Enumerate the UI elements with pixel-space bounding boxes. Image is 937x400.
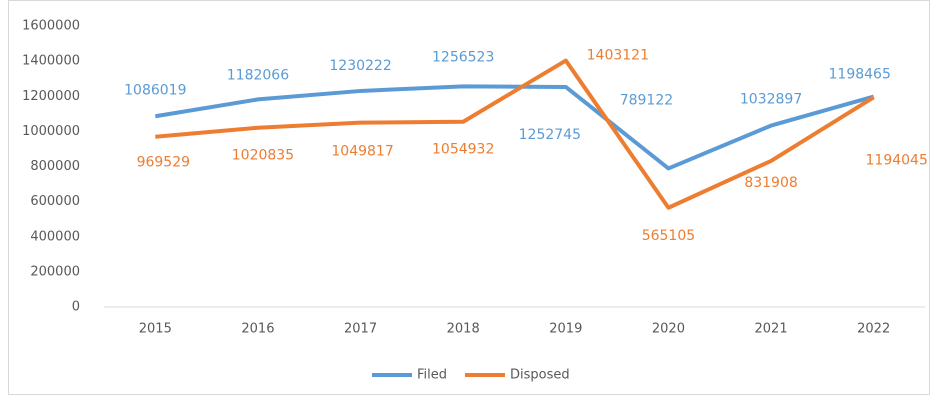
data-label: 1049817 <box>331 144 393 160</box>
y-tick-label: 1200000 <box>22 89 80 104</box>
data-label: 1032897 <box>740 92 802 108</box>
series-line <box>154 84 875 171</box>
x-tick-label: 2022 <box>857 322 890 337</box>
chart-border <box>8 0 930 395</box>
data-label: 1230222 <box>329 58 391 74</box>
data-label: 565105 <box>642 228 695 244</box>
data-label: 1198465 <box>829 67 891 83</box>
data-label: 831908 <box>744 175 797 191</box>
data-label: 1054932 <box>432 142 494 158</box>
x-tick-label: 2019 <box>549 322 582 337</box>
x-tick-label: 2017 <box>344 322 377 337</box>
x-tick-label: 2020 <box>652 322 685 337</box>
data-label: 1086019 <box>124 82 186 98</box>
data-label: 789122 <box>620 92 673 108</box>
x-tick-label: 2015 <box>139 322 172 337</box>
y-tick-label: 400000 <box>30 229 80 244</box>
data-label: 1020835 <box>232 148 294 164</box>
y-tick-label: 200000 <box>30 264 80 279</box>
legend-label: Filed <box>417 368 447 383</box>
data-label: 1194045 <box>866 152 928 168</box>
y-tick-label: 800000 <box>30 159 80 174</box>
y-tick-label: 1400000 <box>22 54 80 69</box>
data-label: 1256523 <box>432 49 494 65</box>
series-line <box>155 58 875 210</box>
data-label: 1182066 <box>227 67 289 83</box>
y-tick-label: 1000000 <box>22 124 80 139</box>
y-tick-label: 600000 <box>30 194 80 209</box>
x-tick-label: 2021 <box>755 322 788 337</box>
legend-label: Disposed <box>510 368 570 383</box>
data-label: 969529 <box>137 155 190 171</box>
data-label: 1252745 <box>519 127 581 143</box>
y-tick-label: 1600000 <box>22 19 80 34</box>
x-tick-label: 2018 <box>447 322 480 337</box>
data-label: 1403121 <box>587 48 649 64</box>
x-tick-label: 2016 <box>241 322 274 337</box>
y-tick-label: 0 <box>72 300 80 315</box>
